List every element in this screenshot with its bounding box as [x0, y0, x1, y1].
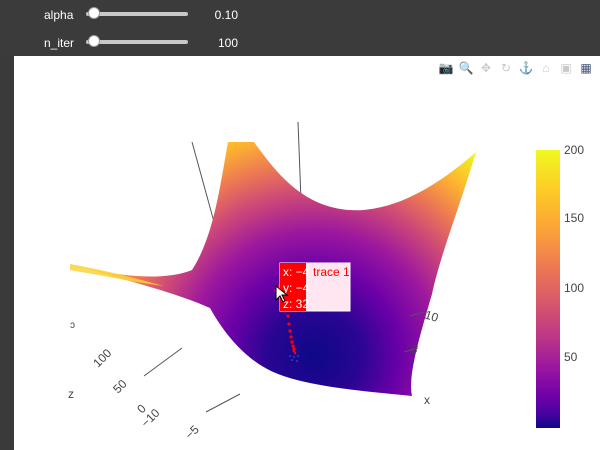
n-iter-slider[interactable]: [86, 35, 188, 47]
z-tick-50: 50: [110, 377, 130, 397]
colorbar-tick-50: 50: [564, 350, 578, 364]
colorbar: [536, 150, 560, 428]
alpha-slider-thumb[interactable]: [88, 7, 100, 19]
surface-mesh[interactable]: [70, 142, 476, 396]
alpha-control: alpha 0.10: [0, 0, 600, 28]
colorbar-tick-150: 150: [564, 211, 584, 225]
x-tick-5: 5: [409, 342, 420, 357]
plot-area[interactable]: 📷 🔍 ✥ ↻ ⚓ ⌂ ▣ ▦: [14, 56, 600, 450]
z-axis-title: z: [68, 387, 74, 401]
mouse-cursor-icon: [275, 284, 289, 303]
z-tick-100: 100: [90, 346, 114, 370]
hover-trace-name: trace 1: [313, 265, 350, 279]
alpha-value: 0.10: [214, 8, 238, 22]
n-iter-label: n_iter: [44, 36, 75, 50]
hover-x: x: −4: [283, 265, 310, 279]
axis-line: [403, 347, 419, 353]
axis-line: [409, 311, 425, 317]
n-iter-control: n_iter 100: [0, 28, 600, 56]
z-axis-fragment: ɔ: [70, 320, 75, 331]
zoom-icon[interactable]: 🔍: [458, 61, 474, 75]
turntable-rotation-icon[interactable]: ⚓: [518, 61, 534, 75]
x-axis-title: x: [424, 393, 430, 407]
y-tick-neg5: −5: [182, 422, 202, 442]
control-panel: alpha 0.10 n_iter 100: [0, 0, 600, 56]
x-tick-10: 10: [423, 308, 440, 326]
plotly-logo-icon[interactable]: ▦: [580, 61, 592, 75]
modebar: 📷 🔍 ✥ ↻ ⚓ ⌂ ▣ ▦: [438, 60, 594, 76]
hover-tooltip: x: −4 y: −4 z: 32 trace 1: [274, 262, 351, 312]
hover-z: z: 32: [283, 297, 309, 311]
orbit-rotation-icon[interactable]: ↻: [500, 61, 512, 75]
colorbar-tick-100: 100: [564, 281, 584, 295]
surface-edge-left: [70, 264, 164, 286]
axis-line: [205, 393, 241, 413]
n-iter-slider-thumb[interactable]: [88, 35, 100, 47]
axis-line: [143, 347, 183, 377]
colorbar-tick-200: 200: [564, 143, 584, 157]
camera-icon[interactable]: 📷: [438, 61, 454, 75]
reset-camera-icon[interactable]: ⌂: [542, 61, 550, 75]
hover-y: y: −4: [283, 281, 310, 295]
trace-1-tail: [289, 355, 299, 362]
alpha-slider[interactable]: [86, 7, 188, 19]
alpha-label: alpha: [44, 8, 74, 22]
camera-last-save-icon[interactable]: ▣: [560, 61, 572, 75]
pan-icon[interactable]: ✥: [480, 61, 492, 75]
n-iter-value: 100: [217, 36, 238, 50]
surface-plot[interactable]: 10 5 x 100 50 0 z ɔ −10 −5 x: −4 y: −4 z…: [14, 56, 600, 450]
